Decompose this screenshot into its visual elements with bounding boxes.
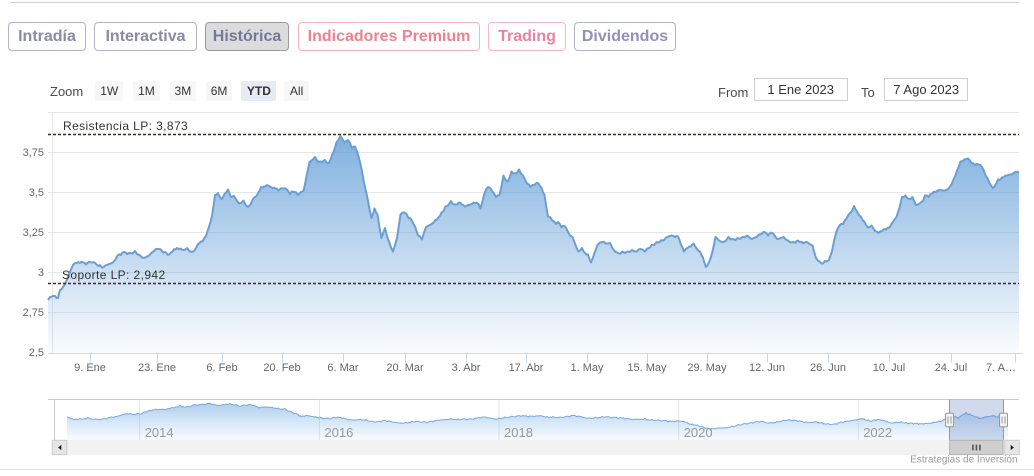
- svg-text:2020: 2020: [684, 425, 713, 440]
- svg-text:23. Ene: 23. Ene: [138, 362, 176, 374]
- svg-text:26. Jun: 26. Jun: [810, 362, 846, 374]
- svg-text:20. Mar: 20. Mar: [386, 362, 424, 374]
- svg-text:10. Jul: 10. Jul: [873, 362, 905, 374]
- svg-text:1. May: 1. May: [570, 362, 604, 374]
- svg-text:2,5: 2,5: [29, 347, 44, 359]
- svg-text:2,75: 2,75: [23, 307, 44, 319]
- svg-text:3. Abr: 3. Abr: [452, 362, 481, 374]
- svg-text:24. Jul: 24. Jul: [935, 362, 967, 374]
- svg-text:9. Ene: 9. Ene: [74, 362, 106, 374]
- svg-text:Resistencia LP: 3,873: Resistencia LP: 3,873: [63, 119, 188, 133]
- svg-text:29. May: 29. May: [687, 362, 727, 374]
- svg-text:6. Mar: 6. Mar: [327, 362, 359, 374]
- svg-text:3,75: 3,75: [23, 147, 44, 159]
- svg-text:3: 3: [38, 267, 44, 279]
- svg-text:2014: 2014: [145, 425, 174, 440]
- svg-text:Soporte LP: 2,942: Soporte LP: 2,942: [62, 268, 166, 282]
- svg-text:2018: 2018: [504, 425, 533, 440]
- svg-text:2022: 2022: [863, 425, 892, 440]
- svg-text:3,5: 3,5: [29, 187, 44, 199]
- svg-text:12. Jun: 12. Jun: [749, 362, 785, 374]
- svg-text:7. A…: 7. A…: [986, 362, 1016, 374]
- svg-text:Estrategias de Inversión: Estrategias de Inversión: [910, 455, 1017, 466]
- svg-text:6. Feb: 6. Feb: [206, 362, 237, 374]
- svg-text:15. May: 15. May: [627, 362, 667, 374]
- svg-text:2016: 2016: [324, 425, 353, 440]
- svg-text:20. Feb: 20. Feb: [263, 362, 300, 374]
- svg-text:3,25: 3,25: [23, 227, 44, 239]
- svg-text:17. Abr: 17. Abr: [509, 362, 544, 374]
